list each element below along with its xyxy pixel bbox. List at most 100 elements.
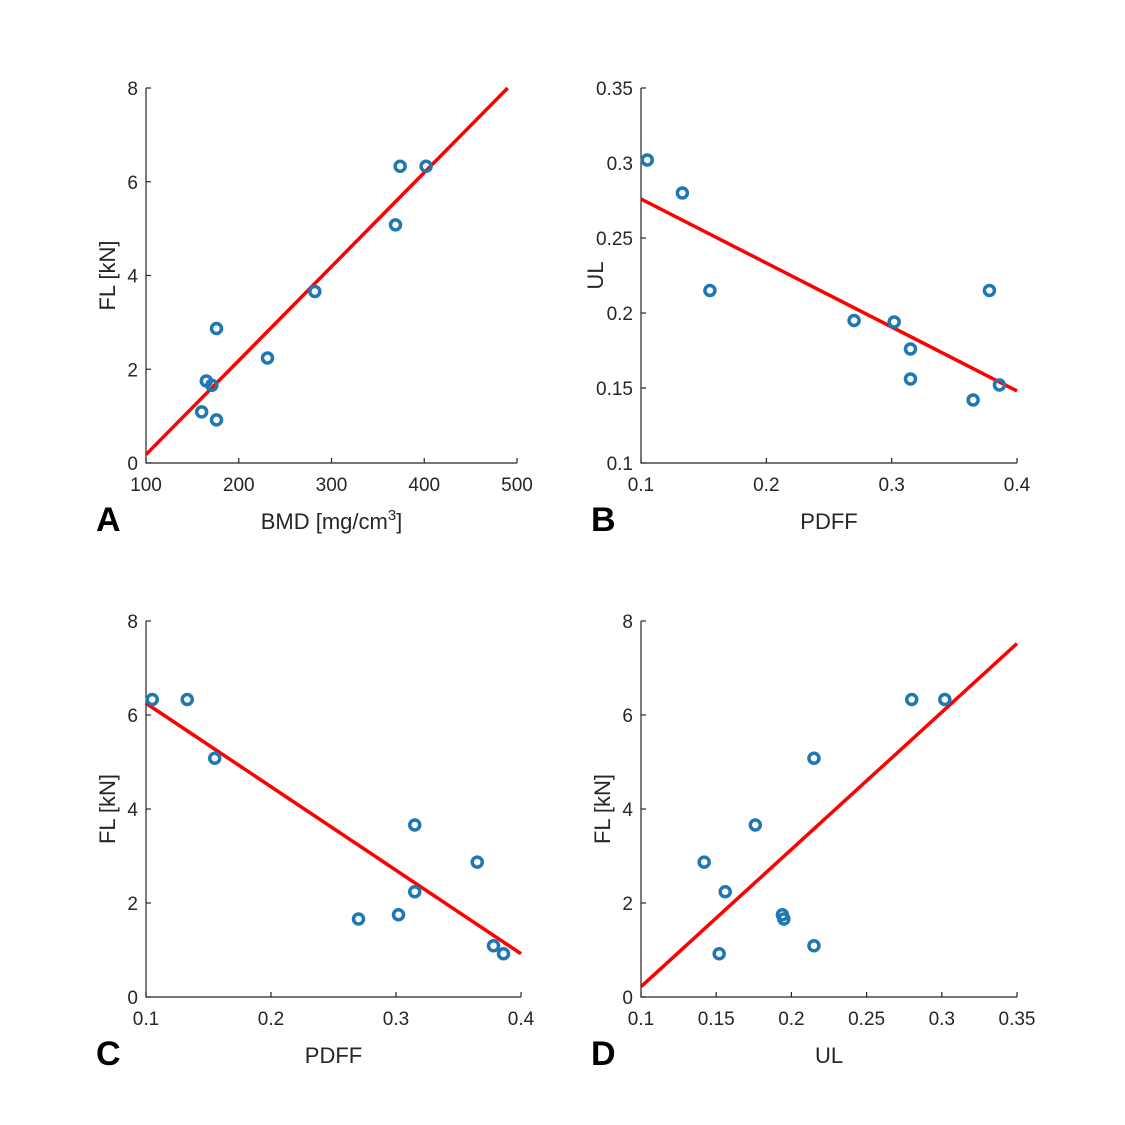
y-tick-label: 6 [127,173,138,194]
data-point [903,342,918,356]
data-point [712,947,726,961]
x-tick-label: 200 [223,475,255,496]
regression-line [640,197,1018,393]
data-point [777,912,791,926]
x-tick-label: 500 [501,475,533,496]
data-point [194,405,209,419]
panel-letter: D [591,1035,616,1073]
data-point [308,284,322,299]
y-tick-label: 0.35 [596,79,633,100]
x-axis-label: PDFF [800,509,857,534]
x-tick-label: 0.2 [778,1009,804,1030]
data-point [209,413,224,427]
data-point [982,283,997,298]
y-tick-label: 4 [127,267,138,288]
y-tick-label: 0 [127,454,138,475]
x-tick-label: 0.2 [753,475,779,496]
y-tick-label: 8 [127,612,138,633]
y-tick-label: 0.15 [596,379,633,400]
y-tick-label: 8 [127,79,138,100]
data-point [748,818,763,832]
data-point [145,692,159,707]
x-tick-label: 0.3 [929,1009,955,1030]
y-axis-label: FL [kN] [95,240,120,310]
data-point [938,692,952,707]
data-point [847,313,861,328]
y-tick-label: 0.3 [607,154,633,175]
data-point [408,884,422,899]
panel-letter: C [96,1035,121,1073]
y-tick-label: 6 [127,706,138,727]
y-tick-label: 4 [622,800,633,821]
data-point [470,855,484,869]
x-tick-label: 0.1 [133,1009,159,1030]
x-axis-label: PDFF [305,1043,362,1068]
x-tick-label: 300 [316,475,348,496]
y-tick-label: 0 [127,988,138,1009]
data-point [351,912,366,926]
regression-line [145,701,522,956]
x-axis-label: UL [815,1043,843,1068]
panel-c: 0.1 0.2 0.3 0.4 0 2 4 6 8 PDFF FL [kN] C [95,612,535,1073]
panel-a: 100 200 300 400 500 0 2 4 6 8 BMD [mg/cm3] FL [kN] A [95,79,533,539]
x-tick-label: 0.35 [999,1009,1036,1030]
data-point [904,692,919,707]
x-tick-label: 0.25 [848,1009,885,1030]
data-point [205,378,219,392]
data-point [703,283,717,298]
y-tick-label: 2 [127,360,138,381]
axis-lines [145,621,521,998]
data-point [675,186,690,200]
data-point [408,818,422,832]
data-point [486,939,501,953]
data-point [807,939,821,953]
y-tick-label: 0 [622,988,633,1009]
y-tick-label: 4 [127,800,138,821]
y-tick-label: 2 [127,894,138,915]
panel-letter: A [96,501,121,539]
regression-line [639,642,1019,988]
data-point [496,947,511,961]
x-tick-label: 400 [408,475,440,496]
x-tick-label: 0.3 [878,475,904,496]
x-tick-label: 0.4 [508,1009,535,1030]
data-point [992,378,1007,392]
y-axis-label: UL [583,261,608,289]
axis-lines [640,88,1017,464]
panel-b: 0.1 0.2 0.3 0.4 0.1 0.15 0.2 0.25 0.3 0.35 PDFF UL B [583,79,1031,539]
x-tick-label: 0.15 [698,1009,735,1030]
data-point [208,751,222,765]
data-point [209,321,224,336]
data-point [966,393,980,407]
data-point [393,159,407,174]
y-tick-label: 0.1 [607,454,633,475]
y-tick-label: 8 [622,612,633,633]
data-point [391,908,406,922]
data-point [697,855,711,869]
data-point [419,159,433,174]
y-axis-label: FL [kN] [95,774,120,844]
x-tick-label: 0.1 [628,475,654,496]
x-tick-label: 0.4 [1004,475,1031,496]
x-tick-label: 100 [130,475,162,496]
data-point [180,692,194,707]
data-point [718,884,732,899]
data-point [388,218,403,232]
data-point [903,372,918,386]
data-point [887,315,901,329]
regression-line [144,86,509,456]
panel-d: 0.1 0.15 0.2 0.25 0.3 0.35 0 2 4 6 8 UL FL [kN] D [590,612,1035,1073]
y-tick-label: 0.25 [596,229,633,250]
x-tick-label: 0.3 [383,1009,409,1030]
y-axis-label: FL [kN] [590,774,615,844]
data-point [807,751,821,765]
y-tick-label: 6 [622,706,633,727]
data-point [640,153,655,167]
x-axis-label: BMD [mg/cm3] [261,507,403,534]
y-tick-label: 2 [622,894,633,915]
x-tick-label: 0.1 [628,1009,654,1030]
x-tick-label: 0.2 [258,1009,284,1030]
axis-lines [640,621,1017,998]
panel-letter: B [591,501,616,539]
